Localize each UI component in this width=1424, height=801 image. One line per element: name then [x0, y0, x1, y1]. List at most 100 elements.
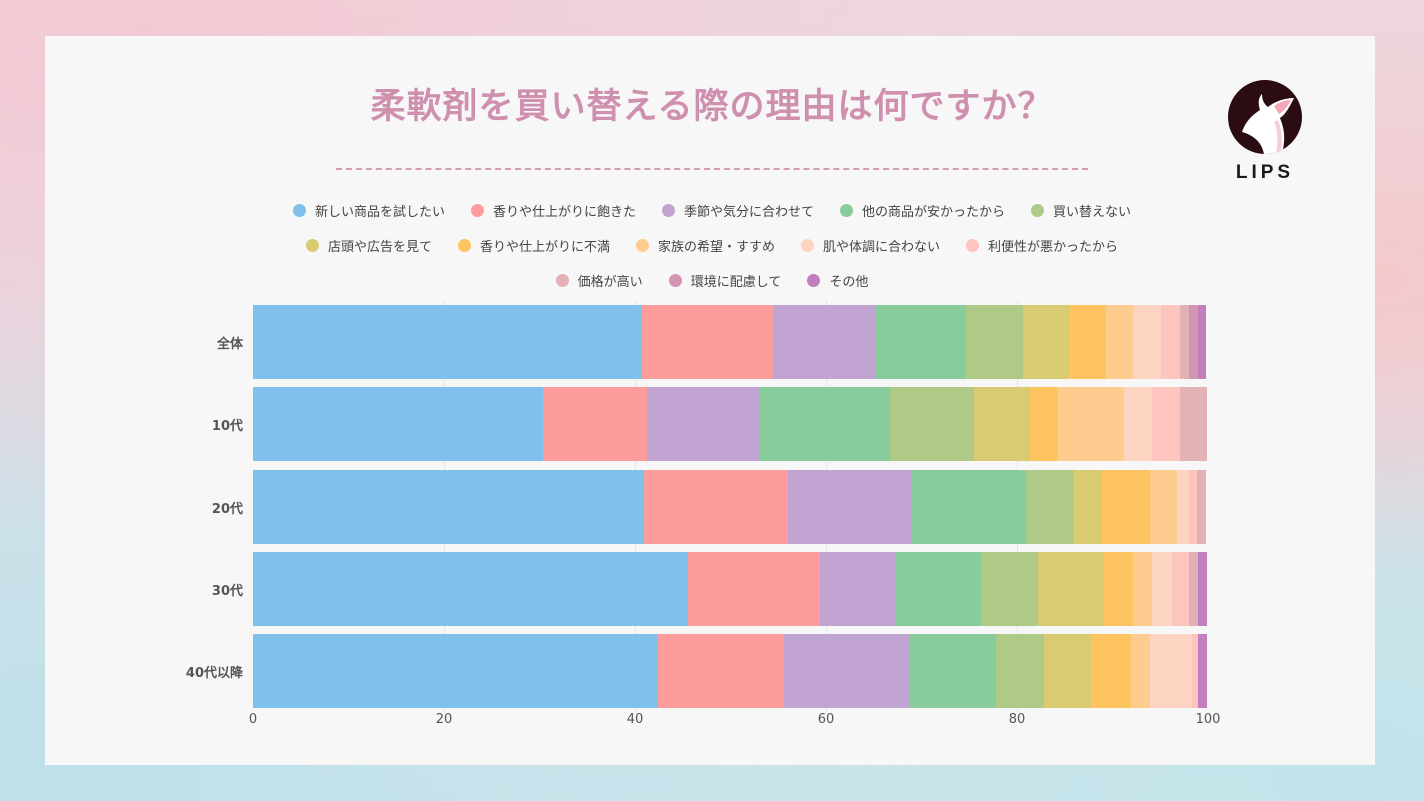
- bar-segment[interactable]: [1037, 552, 1104, 626]
- legend-item[interactable]: 価格が高い: [555, 271, 643, 290]
- bar-segment[interactable]: [783, 634, 910, 708]
- bar-segment[interactable]: [253, 387, 544, 461]
- bar-segment[interactable]: [1030, 387, 1059, 461]
- bar-segment[interactable]: [889, 387, 974, 461]
- bar-segment[interactable]: [1180, 305, 1189, 379]
- bar-segment[interactable]: [974, 387, 1031, 461]
- chart-title: 柔軟剤を買い替える際の理由は何ですか？: [370, 87, 1054, 127]
- bar-segment[interactable]: [643, 470, 788, 544]
- legend-row: 新しい商品を試したい 香りや仕上がりに飽きた 季節や気分に合わせて 他の商品が安かった…: [0, 201, 1424, 220]
- legend-item[interactable]: 季節や気分に合わせて: [661, 201, 814, 220]
- legend-item[interactable]: 香りや仕上がりに不満: [457, 236, 610, 255]
- title-underline: [336, 168, 1088, 170]
- bar-segment[interactable]: [1188, 552, 1199, 626]
- bar-segment[interactable]: [1188, 470, 1198, 544]
- bar-segment[interactable]: [657, 634, 784, 708]
- y-axis-label: 10代: [211, 419, 243, 434]
- bar-segment[interactable]: [1151, 387, 1181, 461]
- bar-segment[interactable]: [1025, 470, 1075, 544]
- legend-row: 店頭や広告を見て 香りや仕上がりに不満 家族の希望・すすめ 肌や体調に合わない 利便性が…: [0, 236, 1424, 255]
- lips-logo: LIPS: [1228, 80, 1302, 184]
- bar-segment[interactable]: [1171, 552, 1189, 626]
- legend-dot-icon: [840, 204, 853, 217]
- legend-item[interactable]: 香りや仕上がりに飽きた: [470, 201, 636, 220]
- legend-item[interactable]: 買い替えない: [1031, 201, 1131, 220]
- y-axis-label: 40代以降: [185, 666, 243, 681]
- legend-label: 香りや仕上がりに不満: [479, 240, 610, 255]
- bar-segment[interactable]: [1022, 305, 1069, 379]
- logo-text: LIPS: [1235, 162, 1295, 183]
- bar-segment[interactable]: [1198, 305, 1206, 379]
- bar-segment[interactable]: [1133, 305, 1162, 379]
- y-axis-label: 20代: [211, 502, 243, 517]
- bar-segment[interactable]: [1105, 305, 1134, 379]
- bar-segment[interactable]: [1180, 387, 1207, 461]
- legend-row: 価格が高い 環境に配慮して その他: [0, 271, 1424, 290]
- bar-segment[interactable]: [772, 305, 875, 379]
- bar-segment[interactable]: [820, 552, 896, 626]
- bar-segment[interactable]: [1130, 634, 1150, 708]
- bar-segment[interactable]: [1058, 387, 1124, 461]
- y-axis-label: 全体: [216, 337, 243, 352]
- bar-segment[interactable]: [1149, 470, 1178, 544]
- bar-segment[interactable]: [759, 387, 890, 461]
- bar-segment[interactable]: [253, 552, 688, 626]
- bar-segment[interactable]: [1043, 634, 1092, 708]
- legend-item[interactable]: 新しい商品を試したい: [292, 201, 445, 220]
- bar-segment[interactable]: [253, 470, 644, 544]
- legend-item[interactable]: その他: [807, 271, 868, 290]
- bar-segment[interactable]: [895, 552, 981, 626]
- legend-dot-icon: [668, 274, 682, 287]
- fawn-logo-icon: [1228, 80, 1302, 154]
- bar-segment[interactable]: [1149, 634, 1192, 708]
- bar-segment[interactable]: [1068, 305, 1106, 379]
- bar-segment[interactable]: [787, 470, 912, 544]
- bar-segment[interactable]: [1074, 470, 1102, 544]
- stacked-bar: [253, 552, 1208, 626]
- legend-dot-icon: [305, 239, 319, 252]
- bar-segment[interactable]: [1151, 552, 1172, 626]
- x-axis-tick: 0: [248, 712, 258, 727]
- legend-dot-icon: [966, 239, 980, 252]
- legend-dot-icon: [807, 274, 821, 287]
- bar-segment[interactable]: [1177, 470, 1189, 544]
- bar-segment[interactable]: [980, 552, 1038, 626]
- bar-segment[interactable]: [687, 552, 821, 626]
- bar-segment[interactable]: [966, 305, 1023, 379]
- legend-item[interactable]: 環境に配慮して: [668, 271, 781, 290]
- legend-dot-icon: [555, 274, 569, 287]
- legend-dot-icon: [635, 239, 649, 252]
- bar-segment[interactable]: [1103, 552, 1133, 626]
- bar-segment[interactable]: [995, 634, 1044, 708]
- legend-item[interactable]: 利便性が悪かったから: [966, 236, 1118, 255]
- bar-segment[interactable]: [874, 305, 967, 379]
- legend-dot-icon: [292, 204, 306, 217]
- legend-label: 店頭や広告を見て: [327, 240, 432, 255]
- legend-item[interactable]: 家族の希望・すすめ: [635, 236, 775, 255]
- bar-segment[interactable]: [253, 305, 642, 379]
- bar-segment[interactable]: [911, 470, 1026, 544]
- bar-segment[interactable]: [647, 387, 760, 461]
- bar-segment[interactable]: [1101, 470, 1150, 544]
- bar-segment[interactable]: [1091, 634, 1131, 708]
- legend-label: 肌や体調に合わない: [823, 240, 941, 255]
- legend-item[interactable]: 店頭や広告を見て: [305, 236, 432, 255]
- bar-segment[interactable]: [1198, 634, 1207, 708]
- legend-label: 香りや仕上がりに飽きた: [492, 205, 636, 220]
- bar-segment[interactable]: [1198, 552, 1207, 626]
- bar-segment[interactable]: [909, 634, 996, 708]
- bar-segment[interactable]: [641, 305, 773, 379]
- bar-segment[interactable]: [1197, 470, 1207, 544]
- legend-dot-icon: [1031, 204, 1045, 217]
- bar-segment[interactable]: [1132, 552, 1152, 626]
- legend-label: その他: [829, 275, 869, 290]
- bar-segment[interactable]: [1161, 305, 1181, 379]
- bar-segment[interactable]: [543, 387, 648, 461]
- bar-segment[interactable]: [1191, 634, 1199, 708]
- legend-dot-icon: [470, 204, 484, 217]
- legend-item[interactable]: 他の商品が安かったから: [840, 201, 1005, 220]
- bar-segment[interactable]: [1188, 305, 1199, 379]
- legend-item[interactable]: 肌や体調に合わない: [801, 236, 940, 255]
- bar-segment[interactable]: [1123, 387, 1152, 461]
- bar-segment[interactable]: [253, 634, 658, 708]
